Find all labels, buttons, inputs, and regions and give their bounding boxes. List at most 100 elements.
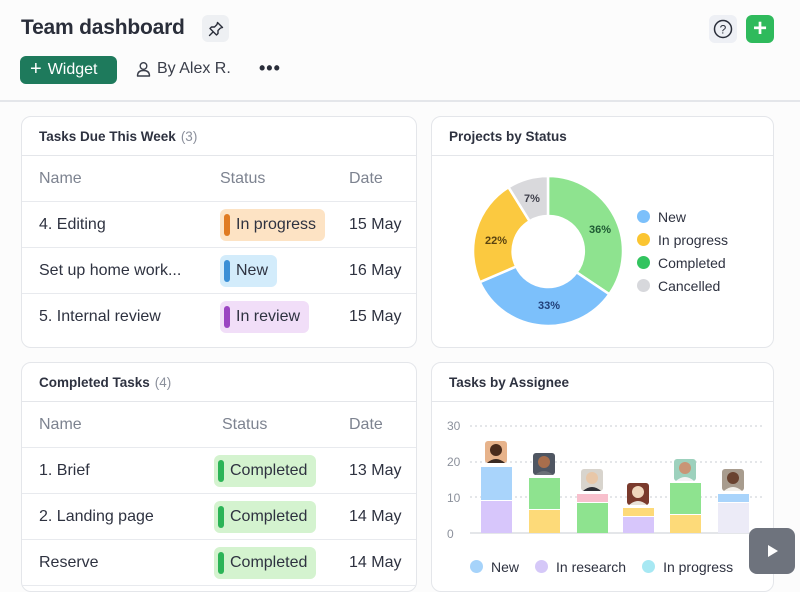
bar-segment <box>481 501 512 533</box>
card-title: Tasks Due This Week <box>39 128 176 144</box>
avatar[interactable] <box>485 441 507 463</box>
status-badge: In review <box>220 301 310 333</box>
status-badge: Completed <box>214 500 317 533</box>
bar-segment <box>529 510 560 533</box>
play-icon <box>768 545 778 557</box>
column-date[interactable]: Date <box>349 415 383 433</box>
svg-text:?: ? <box>720 23 727 37</box>
owner-label: By Alex R. <box>157 60 231 77</box>
bar-segment <box>529 478 560 509</box>
table-row[interactable]: 5. Internal review In review 15 May <box>22 294 416 340</box>
dashboard-header: Team dashboard + Widget By Alex R. ••• ?… <box>0 0 800 102</box>
donut-chart[interactable]: 36% 33% 22% 7% <box>472 175 624 327</box>
card-title: Tasks by Assignee <box>449 374 570 390</box>
chart-legend: New In progress Completed Cancelled <box>637 205 728 297</box>
status-badge: In progress <box>220 208 326 241</box>
task-date: 13 May <box>349 461 402 479</box>
column-name[interactable]: Name <box>39 169 82 187</box>
column-name[interactable]: Name <box>39 415 82 433</box>
card-title: Completed Tasks <box>39 374 150 390</box>
tasks-by-assignee-card: Tasks by Assignee 30 20 10 0 <box>431 362 774 592</box>
add-widget-button[interactable]: + Widget <box>20 56 117 84</box>
bar-segment <box>577 503 608 533</box>
bar-segment <box>623 517 654 533</box>
task-count: (4) <box>154 374 172 390</box>
task-date: 14 May <box>349 507 402 525</box>
chart-legend: New In research In progress <box>470 555 733 578</box>
play-button[interactable] <box>749 528 795 574</box>
task-date: 15 May <box>349 308 402 325</box>
table-row[interactable]: 2. Landing page Completed 14 May <box>22 494 416 540</box>
avatar[interactable] <box>533 453 555 475</box>
task-name: 2. Landing page <box>39 507 154 525</box>
page-title: Team dashboard <box>21 16 185 39</box>
column-status[interactable]: Status <box>222 415 268 433</box>
bar-segment <box>718 494 749 502</box>
task-name: Set up home work... <box>39 261 182 279</box>
status-badge: New <box>220 254 278 287</box>
segment-new <box>478 264 612 327</box>
task-count: (3) <box>180 128 198 144</box>
more-options-button[interactable]: ••• <box>259 58 281 78</box>
segment-in-progress <box>472 185 532 284</box>
avatar[interactable] <box>722 469 744 491</box>
table-row[interactable]: Set up home work... New 16 May <box>22 248 416 294</box>
legend-item-new[interactable]: New <box>470 555 519 578</box>
legend-item-completed[interactable]: Completed <box>637 251 728 274</box>
svg-text:33%: 33% <box>538 300 560 312</box>
legend-item-cancelled[interactable]: Cancelled <box>637 274 728 297</box>
svg-text:10: 10 <box>447 491 461 505</box>
table-row[interactable]: 1. Brief Completed 13 May <box>22 448 416 494</box>
pin-icon <box>208 21 223 36</box>
help-button[interactable]: ? <box>709 15 737 43</box>
segment-cancelled <box>506 175 550 223</box>
tasks-due-card: Tasks Due This Week (3) Name Status Date… <box>21 116 417 348</box>
user-icon <box>136 62 151 77</box>
table-header: Name Status Date <box>22 402 416 448</box>
table-header: Name Status Date <box>22 156 416 202</box>
plus-icon: + <box>752 15 767 42</box>
svg-text:0: 0 <box>447 527 454 541</box>
column-status[interactable]: Status <box>220 169 266 187</box>
card-header: Completed Tasks (4) <box>22 363 416 402</box>
card-header: Tasks by Assignee <box>432 363 773 402</box>
stacked-bar-chart[interactable]: 30 20 10 0 <box>432 403 774 543</box>
table-row[interactable]: Reserve Completed 14 May <box>22 540 416 586</box>
add-widget-label: Widget <box>47 61 98 78</box>
status-badge: Completed <box>214 546 317 579</box>
legend-item-in-research[interactable]: In research <box>535 555 626 578</box>
task-date: 14 May <box>349 553 402 571</box>
bar-segment <box>670 483 701 514</box>
svg-text:30: 30 <box>447 419 461 433</box>
owner-button[interactable]: By Alex R. <box>136 60 231 78</box>
avatar[interactable] <box>674 459 696 481</box>
segment-completed <box>546 175 624 296</box>
bar-segment <box>623 508 654 516</box>
table-row[interactable]: 4. Editing In progress 15 May <box>22 202 416 248</box>
column-date[interactable]: Date <box>349 169 383 187</box>
status-badge: Completed <box>214 454 317 487</box>
bar-segment <box>577 494 608 502</box>
task-date: 16 May <box>349 261 402 279</box>
bar-segment <box>670 515 701 533</box>
card-header: Projects by Status <box>432 117 773 156</box>
projects-by-status-card: Projects by Status 36% 33% 22% 7% New In… <box>431 116 774 348</box>
help-icon: ? <box>713 19 733 39</box>
task-name: 4. Editing <box>39 215 106 233</box>
plus-icon: + <box>30 58 42 80</box>
task-name: 1. Brief <box>39 461 90 479</box>
pin-button[interactable] <box>202 15 229 42</box>
legend-item-in-progress[interactable]: In progress <box>637 228 728 251</box>
completed-tasks-card: Completed Tasks (4) Name Status Date 1. … <box>21 362 417 592</box>
add-button[interactable]: + <box>746 15 774 43</box>
svg-text:20: 20 <box>447 455 461 469</box>
card-header: Tasks Due This Week (3) <box>22 117 416 156</box>
svg-text:7%: 7% <box>524 193 540 205</box>
card-title: Projects by Status <box>449 128 567 144</box>
avatar[interactable] <box>627 483 649 505</box>
svg-text:22%: 22% <box>485 235 507 247</box>
avatar[interactable] <box>581 469 603 491</box>
task-name: Reserve <box>39 553 99 571</box>
legend-item-new[interactable]: New <box>637 205 728 228</box>
legend-item-in-progress[interactable]: In progress <box>642 555 733 578</box>
